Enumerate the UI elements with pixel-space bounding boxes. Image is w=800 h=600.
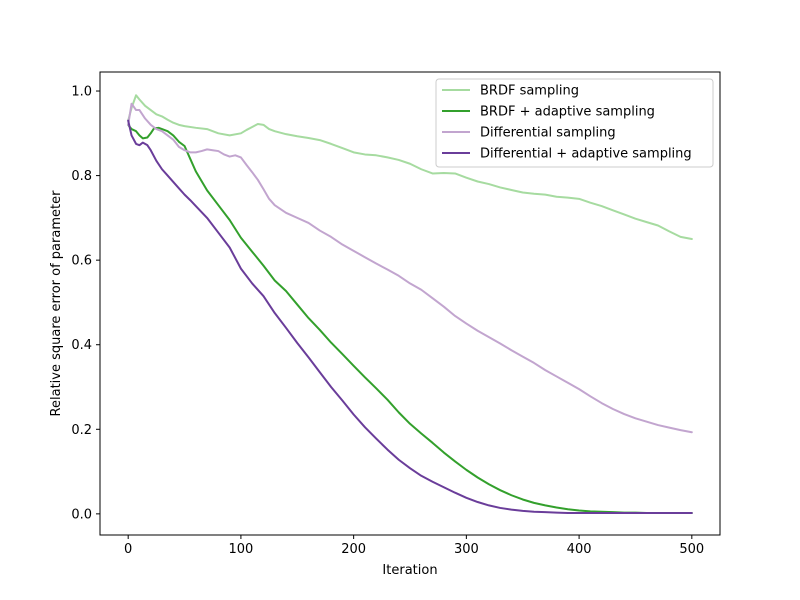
y-tick-label: 1.0 (71, 85, 92, 100)
series-line-1 (127, 94, 693, 241)
legend-label: BRDF sampling (480, 84, 579, 99)
legend-label: Differential + adaptive sampling (480, 147, 692, 162)
x-axis: 0 100 200 300 400 500 (124, 535, 704, 557)
legend-box (435, 78, 714, 168)
legend: BRDF sampling BRDF + adaptive sampling Dif… (435, 78, 714, 168)
y-tick-label: 0.4 (71, 338, 92, 353)
series-layer (127, 94, 693, 515)
plot-frame (99, 71, 721, 536)
x-tick-label: 100 (228, 542, 253, 557)
y-tick-label: 0.2 (71, 423, 92, 438)
legend-label: BRDF + adaptive sampling (480, 105, 655, 120)
series-line-2 (127, 123, 693, 515)
x-tick-label: 500 (679, 542, 704, 557)
legend-label: Differential sampling (480, 126, 616, 141)
y-tick-label: 0.6 (71, 254, 92, 269)
y-tick-label: 0.8 (71, 169, 92, 184)
x-tick-label: 400 (567, 542, 592, 557)
series-line-3 (127, 102, 693, 434)
series-line-4 (127, 119, 693, 515)
x-axis-label: Iteration (382, 563, 437, 578)
x-tick-label: 300 (454, 542, 479, 557)
y-tick-label: 0.0 (71, 507, 92, 522)
x-tick-label: 0 (124, 542, 132, 557)
x-tick-label: 200 (341, 542, 366, 557)
y-axis-label: Relative square error of parameter (49, 190, 64, 417)
y-axis: 0.0 0.2 0.4 0.6 0.8 1.0 (71, 85, 100, 522)
